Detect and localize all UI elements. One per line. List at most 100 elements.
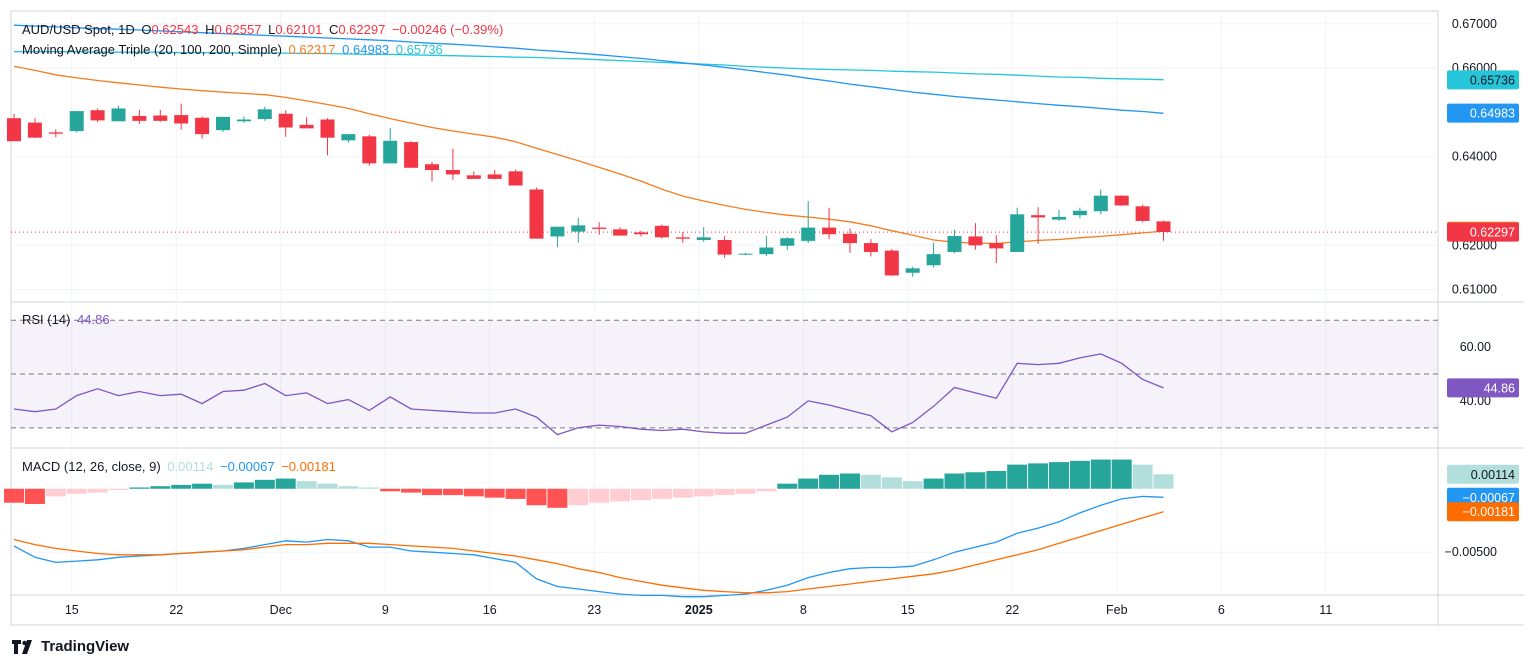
candle-body (968, 236, 983, 246)
macd-histogram-bar (24, 488, 45, 504)
x-tick-label: 16 (483, 603, 497, 617)
macd-histogram-bar (777, 483, 798, 489)
candle-body (278, 113, 293, 128)
x-tick-label: 15 (901, 603, 915, 617)
x-tick-label: 2025 (685, 603, 713, 617)
macd-histogram-bar (401, 488, 422, 493)
rsi-badge-text: 44.86 (1484, 381, 1515, 395)
ma-legend[interactable]: Moving Average Triple (20, 100, 200, Sim… (22, 42, 446, 58)
price-tick-label: 0.67000 (1452, 17, 1497, 31)
macd-histogram-bar (1007, 464, 1028, 489)
macd-histogram-bar (986, 470, 1007, 489)
macd-histogram-bar (902, 481, 923, 489)
low-value: 0.62101 (275, 22, 323, 37)
candle-body (654, 225, 669, 238)
candle-body (341, 134, 356, 141)
macd-line-badge-text: −0.00067 (1463, 491, 1516, 505)
candle-body (153, 115, 168, 121)
x-tick-label: 11 (1319, 603, 1332, 617)
candle-body (843, 233, 857, 244)
symbol-legend[interactable]: AUD/USD Spot, 1D O0.62543 H0.62557 L0.62… (22, 22, 506, 38)
candle-body (571, 225, 586, 232)
candle-body (1031, 215, 1046, 218)
macd-pane[interactable] (4, 459, 1174, 598)
candle-body (926, 254, 941, 266)
macd-hist-value: 0.00114 (167, 459, 214, 474)
candle-body (696, 237, 711, 240)
x-tick-label: Dec (270, 603, 292, 617)
macd-line-badge (1447, 487, 1519, 507)
macd-histogram-bar (547, 488, 568, 508)
macd-histogram-bar (1069, 460, 1090, 489)
macd-histogram-bar (422, 488, 442, 496)
ma200-line (14, 51, 1164, 81)
candle-body (111, 108, 126, 122)
candle-body (90, 110, 105, 121)
rsi-legend[interactable]: RSI (14) 44.86 (22, 312, 113, 328)
candle-body (634, 232, 648, 235)
macd-tick-label: −0.00500 (1445, 545, 1498, 559)
macd-histogram-bar (651, 488, 672, 499)
macd-legend[interactable]: MACD (12, 26, close, 9) 0.00114 −0.00067… (22, 459, 339, 475)
macd-title: MACD (12, 26, close, 9) (22, 459, 161, 474)
macd-histogram-bar (296, 481, 317, 489)
brand-name: TradingView (41, 638, 130, 655)
macd-histogram-bar (526, 488, 547, 506)
macd-histogram-bar (150, 486, 171, 489)
candle-body (780, 238, 795, 246)
macd-histogram-bar (819, 474, 840, 489)
price-tick-label: 0.61000 (1452, 283, 1497, 297)
candle-body (383, 140, 398, 164)
rsi-badge (1447, 378, 1519, 398)
rsi-pane[interactable] (13, 353, 1164, 436)
candle-body (550, 226, 565, 237)
ma-title: Moving Average Triple (20, 100, 200, Sim… (22, 42, 282, 57)
candle-body (1156, 221, 1171, 233)
tradingview-logo[interactable]: TradingView (12, 638, 129, 655)
macd-histogram-bar (631, 488, 651, 501)
candle-body (7, 118, 21, 142)
ma100-line (13, 24, 1164, 114)
macd-histogram-bar (1049, 462, 1069, 489)
ma100-badge-text: 0.64983 (1470, 107, 1515, 121)
candle-body (466, 175, 481, 179)
x-tick-label: 6 (1218, 603, 1225, 617)
macd-histogram-bar (1111, 459, 1132, 489)
close-badge-text: 0.62297 (1470, 226, 1515, 240)
candle-body (989, 243, 1004, 249)
x-tick-label: 22 (169, 603, 183, 617)
candle-body (299, 124, 314, 129)
candle-body (1135, 206, 1150, 221)
grid-lines (11, 11, 1438, 595)
open-label: O (141, 22, 152, 37)
macd-signal-badge-text: −0.00181 (1463, 505, 1516, 519)
price-pane[interactable] (7, 24, 1438, 277)
macd-histogram-bar (860, 474, 881, 489)
macd-histogram-bar (923, 478, 944, 489)
candle-body (174, 115, 189, 124)
macd-histogram-bar (672, 488, 693, 498)
candle-body (445, 170, 460, 175)
candle-body (884, 250, 899, 276)
x-tick-label: 22 (1005, 603, 1019, 617)
candle-body (738, 253, 753, 255)
close-label: C (328, 22, 339, 37)
ma200-badge (1447, 70, 1519, 90)
axes: 15 22 Dec 9 16 23 2025 8 15 22 Feb 6 110.670000.6600… (65, 17, 1497, 617)
macd-histogram-bar (233, 482, 254, 489)
ma200-badge-text: 0.65736 (1470, 73, 1515, 87)
macd-histogram-bar (317, 483, 338, 489)
macd-histogram-bar (45, 488, 66, 497)
macd-histogram-bar (610, 488, 631, 502)
high-value: 0.62557 (214, 22, 262, 37)
ma100-badge (1447, 103, 1519, 123)
macd-histogram-bar (4, 488, 24, 503)
rsi-tick-label: 40.00 (1460, 394, 1491, 408)
macd-histogram-bar (756, 488, 777, 492)
macd-histogram-bar (735, 488, 756, 494)
macd-histogram-bar (213, 484, 233, 489)
macd-histogram-bar (275, 478, 296, 489)
macd-histogram-bar (944, 473, 965, 489)
macd-histogram-bar (254, 479, 275, 489)
